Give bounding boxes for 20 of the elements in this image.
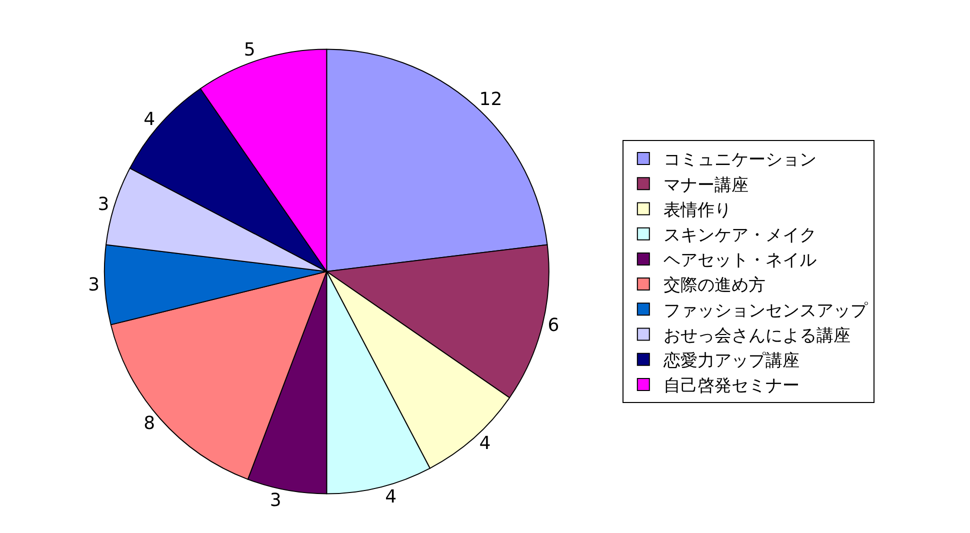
data-label: 8: [144, 412, 156, 434]
legend-label: おせっ会さんによる講座: [663, 326, 850, 346]
data-label: 4: [479, 433, 491, 454]
data-label: 5: [244, 39, 256, 60]
legend-label: マナー講座: [663, 175, 748, 196]
legend-label: 交際の進め方: [663, 276, 766, 296]
legend-label: 表情作り: [663, 200, 732, 220]
legend-label: スキンケア・メイク: [663, 225, 816, 246]
data-label: 6: [548, 314, 560, 336]
legend-label: ファッションセンスアップ: [663, 300, 868, 321]
legend-label: コミュニケーション: [663, 150, 816, 170]
legend-label: 自己啓発セミナー: [663, 376, 800, 396]
data-label: 4: [385, 486, 397, 508]
legend-label: ヘアセット・ネイル: [663, 250, 816, 271]
legend-label: 恋愛力アップ講座: [662, 350, 800, 371]
data-label: 4: [144, 109, 156, 130]
data-label: 3: [88, 274, 100, 296]
data-label: 12: [479, 88, 502, 110]
data-label: 3: [270, 490, 282, 511]
data-label: 3: [98, 194, 110, 215]
